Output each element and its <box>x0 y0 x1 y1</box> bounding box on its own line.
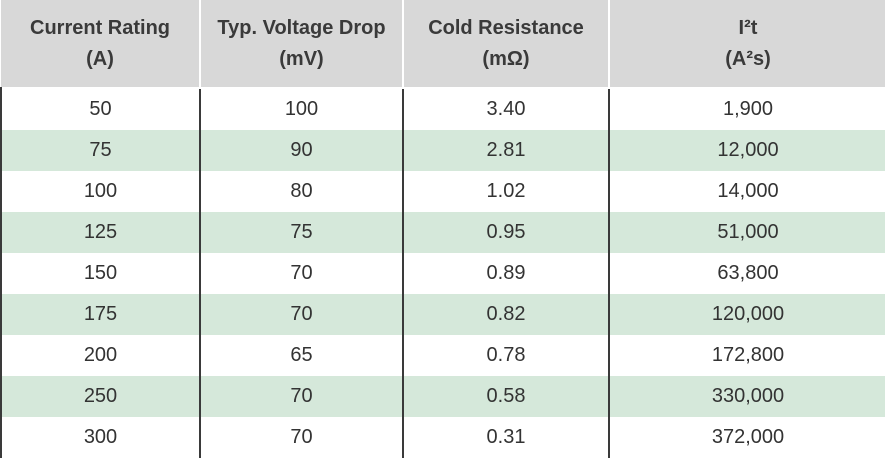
cell-voltage-drop: 100 <box>199 87 403 130</box>
cell-cold-resistance: 0.58 <box>402 376 609 417</box>
header-label: Current Rating <box>30 16 170 39</box>
cell-cold-resistance: 0.31 <box>402 417 609 458</box>
cell-current-rating: 75 <box>0 130 200 171</box>
cell-voltage-drop: 75 <box>199 212 403 253</box>
cell-voltage-drop: 80 <box>199 171 403 212</box>
header-cold-resistance: Cold Resistance (mΩ) <box>402 0 609 88</box>
header-unit: (A) <box>86 47 114 70</box>
table-row: 300 70 0.31 372,000 <box>0 417 885 458</box>
header-unit: (A²s) <box>725 47 771 70</box>
cell-i2t: 330,000 <box>608 376 885 417</box>
header-label: I²t <box>738 16 758 39</box>
header-row: Current Rating (A) Typ. Voltage Drop (mV… <box>1 0 885 88</box>
cell-current-rating: 125 <box>0 212 200 253</box>
cell-i2t: 51,000 <box>608 212 885 253</box>
header-i2t: I²t (A²s) <box>608 0 885 88</box>
cell-current-rating: 200 <box>0 335 200 376</box>
cell-current-rating: 300 <box>0 417 200 458</box>
cell-current-rating: 100 <box>0 171 200 212</box>
cell-i2t: 14,000 <box>608 171 885 212</box>
cell-current-rating: 250 <box>0 376 200 417</box>
cell-cold-resistance: 0.95 <box>402 212 609 253</box>
table-row: 50 100 3.40 1,900 <box>0 87 885 130</box>
table-row: 100 80 1.02 14,000 <box>0 171 885 212</box>
cell-cold-resistance: 0.82 <box>402 294 609 335</box>
cell-voltage-drop: 70 <box>199 294 403 335</box>
cell-voltage-drop: 70 <box>199 417 403 458</box>
cell-cold-resistance: 0.89 <box>402 253 609 294</box>
cell-voltage-drop: 70 <box>199 376 403 417</box>
header-current-rating: Current Rating (A) <box>1 0 200 88</box>
cell-cold-resistance: 0.78 <box>402 335 609 376</box>
cell-current-rating: 150 <box>0 253 200 294</box>
cell-i2t: 63,800 <box>608 253 885 294</box>
table-row: 150 70 0.89 63,800 <box>0 253 885 294</box>
cell-current-rating: 175 <box>0 294 200 335</box>
cell-cold-resistance: 2.81 <box>402 130 609 171</box>
header-unit: (mΩ) <box>482 47 530 70</box>
header-unit: (mV) <box>279 47 324 70</box>
cell-i2t: 120,000 <box>608 294 885 335</box>
cell-voltage-drop: 65 <box>199 335 403 376</box>
header-label: Typ. Voltage Drop <box>217 16 386 39</box>
table-row: 250 70 0.58 330,000 <box>0 376 885 417</box>
cell-voltage-drop: 90 <box>199 130 403 171</box>
header-voltage-drop: Typ. Voltage Drop (mV) <box>199 0 403 88</box>
cell-i2t: 1,900 <box>608 87 885 130</box>
table-row: 75 90 2.81 12,000 <box>0 130 885 171</box>
cell-cold-resistance: 1.02 <box>402 171 609 212</box>
cell-i2t: 372,000 <box>608 417 885 458</box>
header-label: Cold Resistance <box>428 16 584 39</box>
table-row: 125 75 0.95 51,000 <box>0 212 885 253</box>
cell-current-rating: 50 <box>0 87 200 130</box>
table-row: 175 70 0.82 120,000 <box>0 294 885 335</box>
cell-voltage-drop: 70 <box>199 253 403 294</box>
table-row: 200 65 0.78 172,800 <box>0 335 885 376</box>
cell-cold-resistance: 3.40 <box>402 87 609 130</box>
cell-i2t: 12,000 <box>608 130 885 171</box>
cell-i2t: 172,800 <box>608 335 885 376</box>
